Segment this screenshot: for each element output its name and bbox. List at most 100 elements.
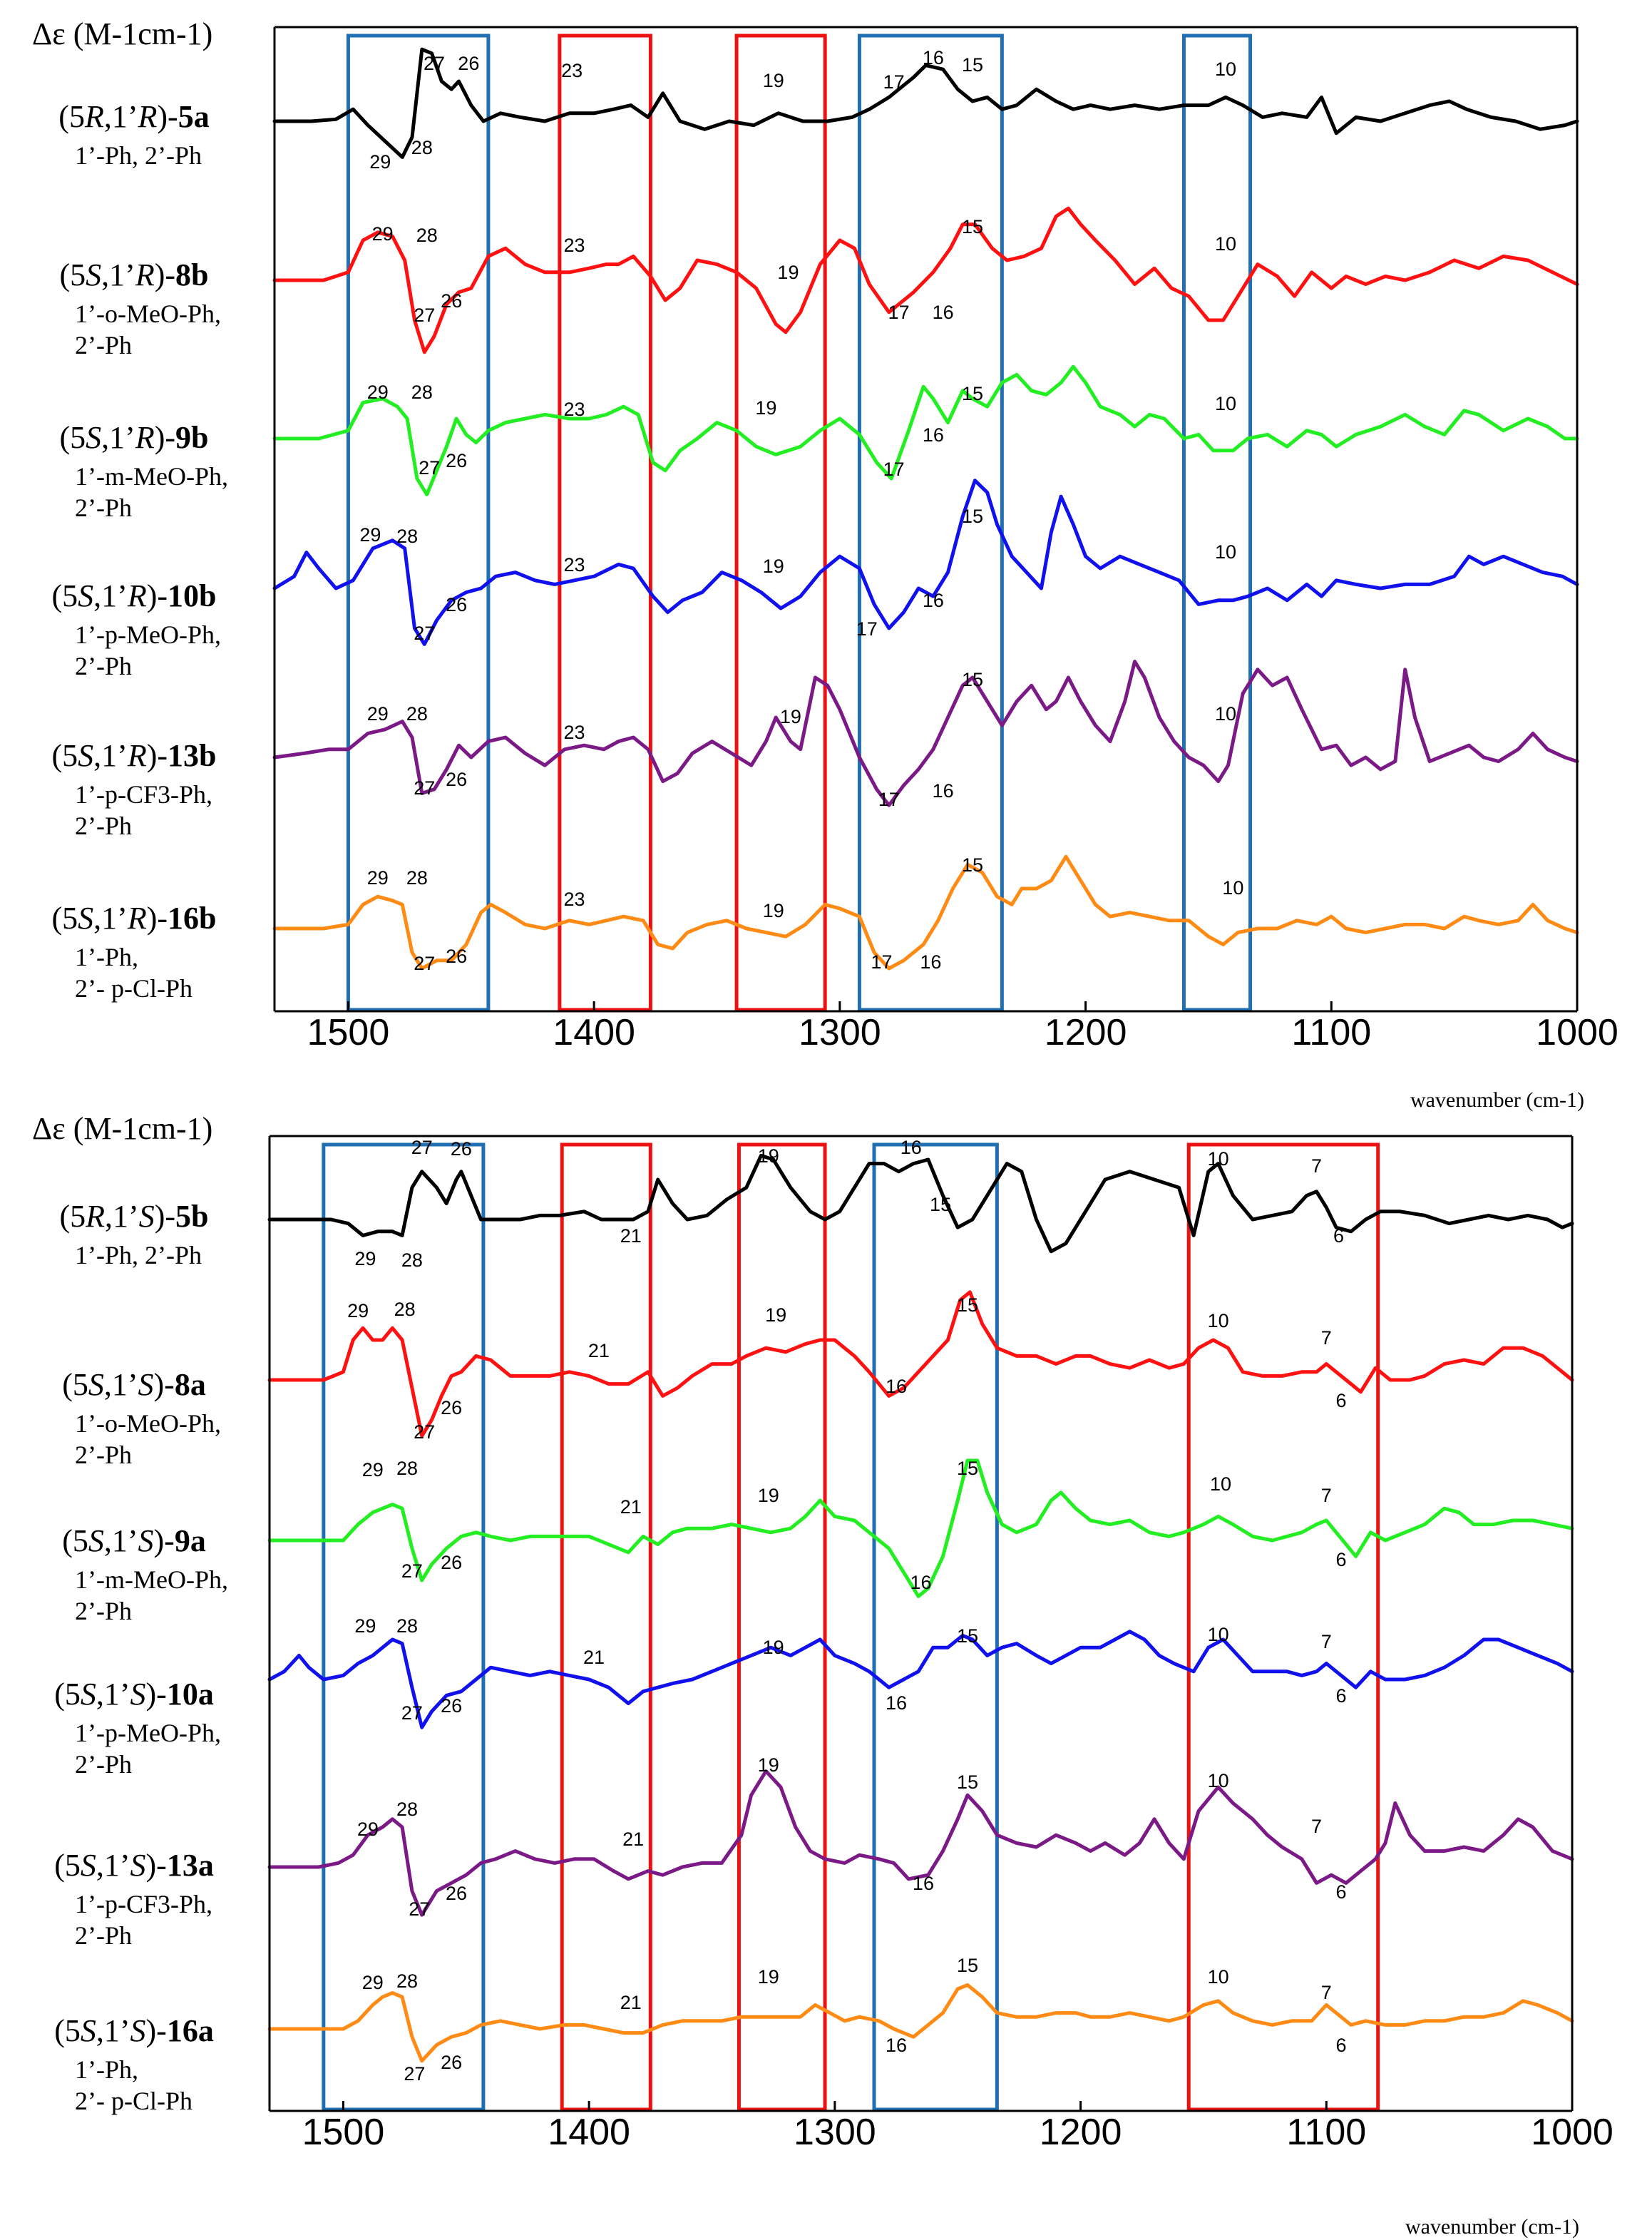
x-tick-label: 1400: [553, 1012, 635, 1053]
spectrum-line: [272, 660, 1579, 807]
compound-label: (5S,1’S)-9a: [62, 1523, 206, 1558]
compound-label: (5S,1’R)-13b: [52, 738, 217, 773]
spectrum-line: [272, 364, 1579, 496]
band-label: 29: [357, 1819, 379, 1840]
y-axis-label: Δε (M-1cm-1): [32, 1111, 212, 1146]
band-label: 28: [396, 1458, 418, 1479]
band-label: 10: [1208, 1966, 1229, 1988]
region-box: [560, 1142, 652, 2112]
band-label: 26: [441, 1695, 462, 1717]
band-label: 19: [763, 1637, 784, 1658]
spectrum-line: [267, 1630, 1574, 1729]
x-tick-label: 1400: [548, 2112, 630, 2153]
x-tick-label: 1000: [1536, 1012, 1618, 1053]
band-label: 26: [441, 1552, 462, 1573]
compound-label: (5S,1’R)-10b: [52, 578, 217, 613]
band-label: 26: [446, 769, 467, 790]
band-label: 6: [1335, 2035, 1346, 2056]
x-tick-label: 1200: [1040, 2112, 1122, 2153]
compound-substituent: 1’-Ph, 2’-Ph: [75, 1241, 202, 1269]
compound-substituent: 1’-o-MeO-Ph,: [75, 300, 221, 328]
x-tick-label: 1500: [302, 2112, 385, 2153]
band-label: 10: [1210, 1473, 1231, 1495]
compound-substituent: 1’-m-MeO-Ph,: [75, 1565, 228, 1594]
spectrum-line: [267, 1769, 1574, 1917]
band-label: 29: [367, 867, 389, 889]
region-box: [737, 1142, 827, 2112]
band-label: 28: [406, 867, 428, 889]
band-label: 16: [910, 1572, 931, 1593]
x-tick-label: 1000: [1531, 2112, 1613, 2153]
compound-label: (5R,1’S)-5b: [60, 1199, 209, 1234]
x-tick-label: 1300: [799, 1012, 881, 1053]
spectrum-line: [272, 206, 1579, 354]
band-label: 15: [962, 216, 983, 237]
band-label: 19: [763, 900, 784, 921]
compound-substituent: 1’-o-MeO-Ph,: [75, 1409, 221, 1438]
band-label: 27: [419, 457, 440, 479]
band-label: 7: [1321, 1631, 1332, 1652]
band-label: 28: [396, 526, 418, 547]
compound-substituent: 2’- p-Cl-Ph: [75, 974, 193, 1003]
band-label: 19: [755, 397, 776, 419]
spectrum-line: [267, 1290, 1574, 1438]
compound-label: (5S,1’S)-8a: [62, 1367, 206, 1402]
compound-substituent: 1’-Ph, 2’-Ph: [75, 141, 202, 170]
band-label: 7: [1321, 1485, 1332, 1506]
band-label: 19: [758, 1966, 779, 1988]
band-label: 29: [367, 382, 389, 403]
compound-substituent: 2’-Ph: [75, 493, 132, 522]
x-axis-label: wavenumber (cm-1): [1405, 2215, 1579, 2239]
band-label: 16: [886, 1376, 907, 1397]
compound-label: (5S,1’R)-16b: [52, 901, 217, 936]
spectrum-line: [267, 1458, 1574, 1598]
band-label: 29: [354, 1615, 376, 1637]
band-label: 15: [962, 854, 983, 876]
compound-label: (5R,1’R)-5a: [58, 99, 209, 134]
region-box: [322, 1142, 486, 2112]
x-tick-label: 1200: [1045, 1012, 1127, 1053]
band-label: 15: [957, 1458, 978, 1479]
x-tick-label: 1100: [1291, 1012, 1371, 1053]
band-label: 16: [913, 1873, 934, 1894]
band-label: 27: [401, 1560, 423, 1582]
band-label: 19: [780, 706, 801, 727]
compound-label: (5S,1’S)-10a: [54, 1677, 214, 1712]
band-label: 27: [414, 1421, 435, 1443]
band-label: 10: [1215, 703, 1236, 725]
band-label: 26: [446, 594, 467, 615]
band-label: 10: [1215, 393, 1236, 414]
compound-substituent: 2’-Ph: [75, 1750, 132, 1779]
band-label: 10: [1215, 58, 1236, 80]
compound-label: (5S,1’S)-13a: [54, 1848, 214, 1883]
band-label: 16: [923, 590, 944, 611]
band-label: 19: [758, 1754, 779, 1776]
band-label: 17: [883, 71, 905, 93]
x-axis-label: wavenumber (cm-1): [1410, 1088, 1584, 1112]
band-label: 27: [414, 777, 435, 799]
compound-substituent: 2’-Ph: [75, 812, 132, 840]
band-label: 15: [962, 506, 983, 527]
band-label: 17: [856, 618, 878, 640]
x-tick-label: 1300: [794, 2112, 876, 2153]
band-label: 6: [1335, 1549, 1346, 1570]
region-box: [872, 1142, 999, 2112]
band-label: 16: [901, 1137, 922, 1158]
band-label: 7: [1311, 1816, 1322, 1837]
band-label: 23: [564, 889, 585, 910]
band-label: 6: [1335, 1881, 1346, 1903]
compound-substituent: 2’-Ph: [75, 652, 132, 680]
band-label: 26: [446, 450, 467, 471]
band-label: 16: [933, 302, 954, 323]
band-label: 19: [765, 1304, 786, 1326]
band-label: 28: [406, 703, 428, 725]
band-label: 29: [354, 1248, 376, 1269]
band-label: 7: [1321, 1982, 1332, 2003]
band-label: 7: [1311, 1155, 1322, 1177]
band-label: 15: [957, 1955, 978, 1976]
band-label: 19: [758, 1145, 779, 1167]
compound-substituent: 2’-Ph: [75, 1921, 132, 1950]
band-label: 26: [458, 53, 479, 74]
band-label: 23: [564, 235, 585, 256]
